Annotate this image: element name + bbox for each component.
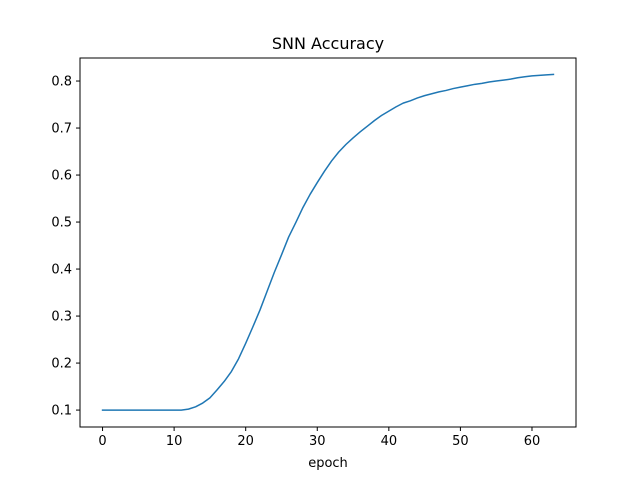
y-tick-label: 0.8 bbox=[51, 75, 72, 90]
x-tick-label: 60 bbox=[524, 434, 541, 449]
y-tick-label: 0.5 bbox=[51, 216, 72, 231]
x-tick-label: 0 bbox=[98, 434, 106, 449]
x-tick-label: 50 bbox=[452, 434, 469, 449]
plot-area: 0 10 20 30 40 50 60 0.1 0.2 0.3 0.4 0.5 0.6 0.7 0.8 bbox=[51, 57, 577, 449]
y-tick-label: 0.2 bbox=[51, 357, 72, 372]
y-tick-label: 0.3 bbox=[51, 310, 72, 325]
y-tick-label: 0.4 bbox=[51, 263, 72, 278]
accuracy-line bbox=[101, 73, 555, 411]
y-axis: 0.1 0.2 0.3 0.4 0.5 0.6 0.7 0.8 bbox=[51, 75, 80, 419]
chart-title: SNN Accuracy bbox=[272, 34, 384, 53]
x-tick-label: 40 bbox=[381, 434, 398, 449]
y-tick-label: 0.7 bbox=[51, 122, 72, 137]
y-tick-label: 0.1 bbox=[51, 404, 72, 419]
x-tick-label: 30 bbox=[309, 434, 326, 449]
x-axis-label: epoch bbox=[308, 456, 348, 471]
x-tick-label: 20 bbox=[237, 434, 254, 449]
y-tick-label: 0.6 bbox=[51, 169, 72, 184]
x-tick-label: 10 bbox=[166, 434, 183, 449]
data-layer bbox=[101, 73, 555, 411]
x-axis: 0 10 20 30 40 50 60 bbox=[98, 427, 540, 449]
plot-frame bbox=[79, 57, 577, 428]
